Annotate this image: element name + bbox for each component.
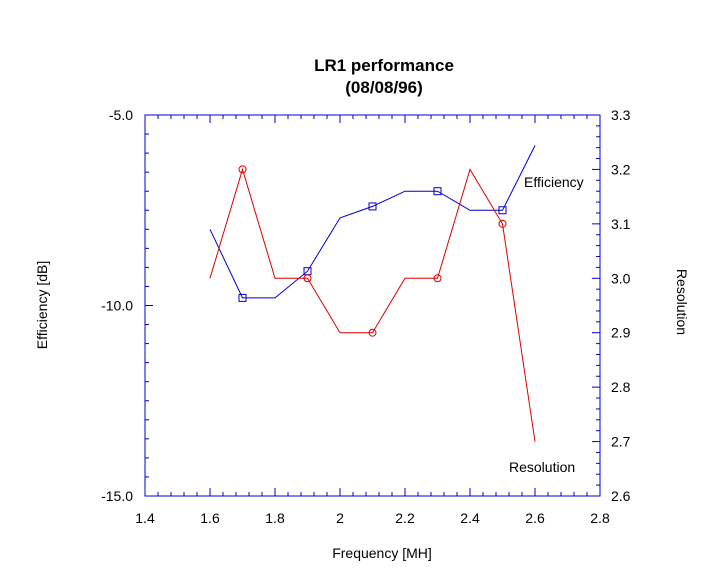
- left-tick-label: -10.0: [101, 298, 133, 314]
- resolution-series-line: [209, 167, 536, 442]
- right-tick-label: 2.8: [611, 379, 631, 395]
- x-tick-label: 2: [336, 510, 344, 526]
- x-tick-label: 1.4: [135, 510, 155, 526]
- left-tick-label: -15.0: [101, 488, 133, 504]
- x-tick-label: 1.6: [200, 510, 220, 526]
- left-axis-label: Efficiency [dB]: [34, 261, 50, 349]
- chart-subtitle: (08/08/96): [345, 78, 423, 97]
- resolution-point: [238, 165, 247, 174]
- resolution-point: [433, 274, 442, 283]
- chart-title: LR1 performance: [314, 56, 454, 75]
- efficiency-series-label: Efficiency: [524, 174, 584, 190]
- x-tick-label: 2.8: [590, 510, 610, 526]
- efficiency-point: [498, 206, 507, 215]
- efficiency-point: [368, 202, 377, 211]
- resolution-point: [368, 328, 377, 337]
- x-axis-label: Frequency [MH]: [332, 545, 432, 561]
- resolution-point: [303, 274, 312, 283]
- x-tick-label: 1.8: [265, 510, 285, 526]
- left-tick-label: -5.0: [109, 107, 133, 123]
- x-axis-ticks: 1.4 1.6 1.8 2 2.2 2.4 2.6 2.8: [135, 115, 610, 526]
- right-tick-label: 3.0: [611, 270, 631, 286]
- x-tick-label: 2.6: [525, 510, 545, 526]
- efficiency-point: [433, 187, 442, 196]
- x-tick-label: 2.4: [460, 510, 480, 526]
- efficiency-point: [238, 293, 247, 302]
- right-tick-label: 3.2: [611, 161, 631, 177]
- right-tick-label: 2.6: [611, 488, 631, 504]
- plot-frame: [144, 114, 601, 497]
- series-layer: [209, 145, 536, 442]
- right-tick-label: 3.3: [611, 107, 631, 123]
- resolution-point: [498, 219, 507, 228]
- right-tick-label: 3.1: [611, 216, 631, 232]
- right-axis-ticks: 3.3 3.2 3.1 3.0 2.9 2.8 2.7 2.6: [592, 107, 631, 504]
- left-axis-ticks: -5.0 -10.0 -15.0: [101, 107, 153, 504]
- right-tick-label: 2.9: [611, 325, 631, 341]
- right-tick-label: 2.7: [611, 434, 631, 450]
- right-axis-label: Resolution: [674, 269, 690, 335]
- efficiency-series-line: [209, 145, 536, 299]
- x-tick-label: 2.2: [395, 510, 415, 526]
- resolution-series-label: Resolution: [509, 459, 575, 475]
